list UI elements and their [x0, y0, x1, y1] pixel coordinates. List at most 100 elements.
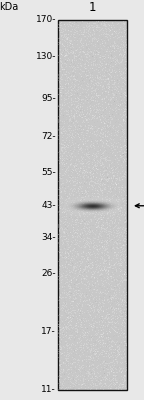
Point	[109, 248, 112, 255]
Point	[108, 281, 110, 288]
Point	[105, 362, 108, 368]
Point	[106, 54, 109, 61]
Point	[77, 223, 79, 230]
Point	[57, 222, 60, 229]
Point	[115, 287, 117, 294]
Point	[82, 377, 84, 384]
Point	[66, 117, 68, 123]
Point	[90, 49, 92, 56]
Point	[77, 376, 79, 382]
Point	[77, 356, 79, 363]
Point	[106, 80, 108, 87]
Point	[117, 168, 119, 174]
Point	[81, 106, 83, 112]
Point	[114, 223, 116, 229]
Point	[105, 329, 107, 336]
Point	[58, 334, 60, 340]
Point	[95, 348, 98, 354]
Point	[78, 201, 80, 208]
Point	[98, 246, 101, 252]
Point	[107, 80, 109, 86]
Point	[93, 52, 95, 59]
Point	[99, 271, 102, 277]
Point	[76, 248, 78, 254]
Point	[84, 35, 86, 41]
Point	[114, 356, 116, 362]
Point	[95, 90, 98, 97]
Point	[87, 193, 89, 199]
Point	[124, 105, 127, 111]
Point	[96, 36, 99, 43]
Point	[67, 272, 70, 278]
Point	[113, 98, 115, 104]
Point	[79, 233, 82, 239]
Point	[74, 350, 77, 356]
Point	[66, 199, 68, 205]
Point	[102, 211, 105, 218]
Point	[96, 297, 98, 303]
Point	[78, 164, 81, 171]
Point	[71, 147, 74, 153]
Point	[102, 292, 104, 298]
Text: 72-: 72-	[41, 132, 56, 141]
Point	[60, 183, 62, 190]
Point	[121, 159, 123, 165]
Point	[112, 90, 114, 96]
Point	[60, 20, 62, 26]
Point	[57, 41, 59, 47]
Point	[117, 161, 119, 167]
Point	[80, 31, 82, 38]
Point	[123, 211, 125, 218]
Point	[99, 59, 101, 66]
Point	[94, 373, 96, 379]
Point	[66, 242, 68, 249]
Point	[82, 40, 85, 47]
Point	[85, 292, 88, 298]
Point	[84, 50, 86, 57]
Point	[66, 321, 68, 327]
Point	[119, 332, 121, 339]
Point	[114, 340, 117, 347]
Point	[95, 73, 97, 80]
Point	[109, 120, 111, 126]
Point	[59, 155, 61, 161]
Point	[124, 209, 126, 215]
Point	[97, 64, 100, 71]
Point	[100, 111, 102, 117]
Point	[64, 289, 67, 295]
Point	[70, 284, 72, 291]
Point	[123, 234, 125, 240]
Point	[63, 240, 66, 246]
Point	[75, 278, 77, 284]
Point	[76, 173, 79, 180]
Point	[111, 153, 113, 160]
Point	[99, 50, 101, 56]
Point	[103, 190, 106, 196]
Point	[96, 335, 99, 342]
Point	[84, 97, 87, 104]
Point	[120, 247, 122, 254]
Point	[106, 186, 109, 193]
Point	[65, 304, 67, 310]
Point	[108, 175, 110, 182]
Point	[59, 346, 61, 353]
Point	[119, 352, 121, 359]
Point	[90, 171, 92, 177]
Point	[64, 294, 66, 300]
Point	[74, 28, 77, 34]
Point	[125, 385, 127, 392]
Point	[79, 46, 81, 52]
Point	[73, 356, 76, 362]
Point	[108, 332, 110, 339]
Point	[81, 349, 83, 356]
Point	[105, 329, 107, 336]
Point	[110, 318, 112, 325]
Point	[91, 80, 93, 86]
Point	[121, 241, 124, 247]
Point	[114, 68, 117, 75]
Point	[60, 174, 62, 180]
Point	[69, 168, 72, 175]
Point	[67, 120, 69, 126]
Point	[107, 219, 110, 225]
Point	[69, 89, 71, 96]
